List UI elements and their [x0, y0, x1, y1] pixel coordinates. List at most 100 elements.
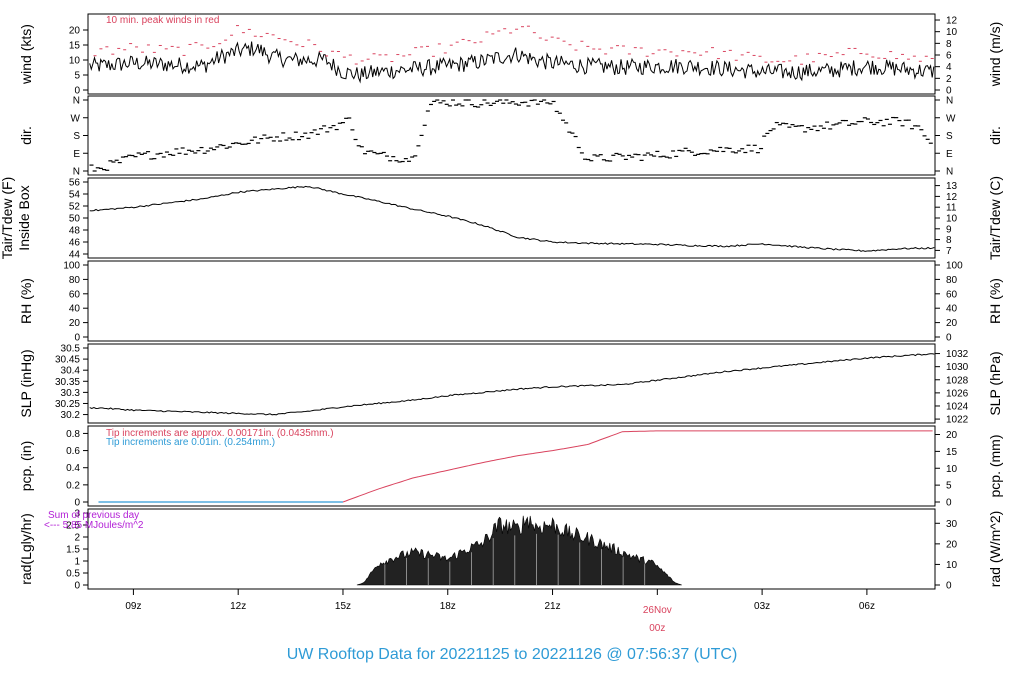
- pcp-panel-frame: [87, 425, 936, 507]
- wind-right-tick-label: 4: [946, 62, 952, 73]
- wind-left-tick-label: 5: [74, 71, 80, 82]
- x-tick-label: 15z: [335, 601, 351, 612]
- wind-left-tick-label: 15: [69, 41, 81, 52]
- dir-left-tick-label: N: [73, 96, 80, 107]
- wind-right-tick-label: 12: [946, 16, 958, 27]
- x-tick-label: 03z: [754, 601, 770, 612]
- slp-left-tick-label: 30.25: [55, 399, 80, 410]
- slp-left-tick-label: 30.35: [55, 377, 80, 388]
- wind-left-tick-label: 10: [69, 56, 81, 67]
- rh-right-tick-label: 80: [946, 275, 958, 286]
- temp-line: [89, 185, 935, 252]
- rh-left-tick-label: 40: [69, 304, 81, 315]
- pcp-right-tick-label: 20: [946, 430, 958, 441]
- temp-right-tick-label: 12: [946, 192, 958, 203]
- temp-left-tick-label: 56: [69, 178, 81, 189]
- slp-right-tick-label: 1032: [946, 349, 969, 360]
- pcp-left-tick-label: 0.6: [66, 446, 80, 457]
- temp-left-tick-label: 54: [69, 190, 81, 201]
- rad-right-tick-label: 20: [946, 539, 958, 550]
- rad-left-tick-label: 2: [74, 533, 80, 544]
- wind-right-tick-label: 2: [946, 74, 952, 85]
- dir-left-tick-label: N: [73, 167, 80, 178]
- wind-direction-markers: [89, 99, 933, 172]
- slp-right-tick-label: 1026: [946, 388, 969, 399]
- rh-ylabel-right: RH (%): [987, 278, 1003, 324]
- temp-left-tick-label: 48: [69, 226, 81, 237]
- rh-right-tick-label: 40: [946, 304, 958, 315]
- pcp-left-tick-label: 0: [74, 498, 80, 509]
- rad-note-purple-1: Sum of previous day: [48, 510, 139, 521]
- rad-ylabel-left: rad(Lgly/hr): [18, 513, 34, 585]
- wind-right-tick-label: 8: [946, 39, 952, 50]
- rh-left-tick-label: 0: [74, 333, 80, 344]
- wind-right-tick-label: 0: [946, 86, 952, 97]
- rh-ylabel-left: RH (%): [18, 278, 34, 324]
- x-tick-label: 21z: [544, 601, 560, 612]
- rh-right-tick-label: 20: [946, 318, 958, 329]
- rad-left-tick-label: 3: [74, 509, 80, 520]
- temp-ylabel-right: Tair/Tdew (C): [987, 176, 1003, 260]
- temp-ylabel-left: Tair/Tdew (F)Inside Box: [0, 177, 32, 259]
- slp-right-tick-label: 1022: [946, 415, 969, 426]
- rh-left-tick-label: 80: [69, 275, 81, 286]
- pcp-left-tick-label: 0.8: [66, 429, 80, 440]
- wind-ylabel-right: wind (m/s): [987, 22, 1003, 88]
- slp-right-tick-label: 1024: [946, 401, 969, 412]
- rh-left-tick-label: 20: [69, 318, 81, 329]
- wind-panel-frame: [87, 13, 936, 95]
- dir-left-tick-label: S: [73, 131, 80, 142]
- x-tick-label: 09z: [125, 601, 141, 612]
- temp-panel-frame: [87, 177, 936, 259]
- x-tick-label: 18z: [440, 601, 456, 612]
- dir-ylabel-right: dir.: [987, 126, 1003, 145]
- pcp-right-tick-label: 0: [946, 498, 952, 509]
- slp-ylabel-right: SLP (hPa): [987, 351, 1003, 415]
- rad-left-tick-label: 0.5: [66, 569, 80, 580]
- rad-right-tick-label: 0: [946, 581, 952, 592]
- pcp-ylabel-right: pcp. (mm): [987, 435, 1003, 498]
- rad-right-tick-label: 10: [946, 560, 958, 571]
- x-tick-label: 06z: [859, 601, 875, 612]
- meteogram-data: [89, 25, 935, 586]
- temp-right-tick-label: 8: [946, 235, 952, 246]
- wind-peak-markers: [93, 25, 934, 65]
- pcp-left-tick-label: 0.2: [66, 480, 80, 491]
- pcp-note-red: Tip increments are approx. 0.00171in. (0…: [106, 428, 334, 439]
- day-marker-sublabel: 00z: [649, 623, 665, 634]
- pcp-left-tick-label: 0.4: [66, 463, 80, 474]
- rad-left-tick-label: 0: [74, 581, 80, 592]
- temp-right-tick-label: 13: [946, 181, 958, 192]
- rh-right-tick-label: 100: [946, 261, 963, 272]
- slp-ylabel-left: SLP (inHg): [18, 349, 34, 417]
- slp-left-tick-label: 30.5: [61, 344, 81, 355]
- slp-left-tick-label: 30.3: [61, 388, 81, 399]
- pcp-note-blue: Tip increments are 0.01in. (0.254mm.): [106, 437, 275, 448]
- dir-left-tick-label: W: [71, 113, 81, 124]
- dir-right-tick-label: W: [946, 113, 956, 124]
- temp-right-tick-label: 11: [946, 203, 957, 214]
- temp-right-tick-label: 10: [946, 214, 958, 225]
- dir-right-tick-label: N: [946, 167, 953, 178]
- wind-speed-line: [89, 41, 935, 84]
- dir-panel-frame: [87, 95, 936, 176]
- temp-left-tick-label: 46: [69, 238, 81, 249]
- wind-note: 10 min. peak winds in red: [106, 15, 219, 26]
- radiation-area: [356, 515, 682, 586]
- slp-panel-frame: [87, 343, 936, 424]
- slp-line: [89, 353, 935, 416]
- temp-right-tick-label: 9: [946, 224, 952, 235]
- wind-ylabel-left: wind (kts): [18, 24, 34, 85]
- dir-right-tick-label: N: [946, 96, 953, 107]
- dir-ylabel-left: dir.: [18, 126, 34, 145]
- slp-left-tick-label: 30.2: [61, 410, 81, 421]
- rad-ylabel-right: rad (W/m^2): [987, 511, 1003, 588]
- slp-left-tick-label: 30.45: [55, 355, 80, 366]
- wind-left-tick-label: 0: [74, 86, 80, 97]
- rad-left-tick-label: 1.5: [66, 545, 80, 556]
- rh-left-tick-label: 100: [63, 261, 80, 272]
- pcp-right-tick-label: 15: [946, 447, 958, 458]
- temp-left-tick-label: 52: [69, 202, 81, 213]
- pcp-right-tick-label: 10: [946, 464, 958, 475]
